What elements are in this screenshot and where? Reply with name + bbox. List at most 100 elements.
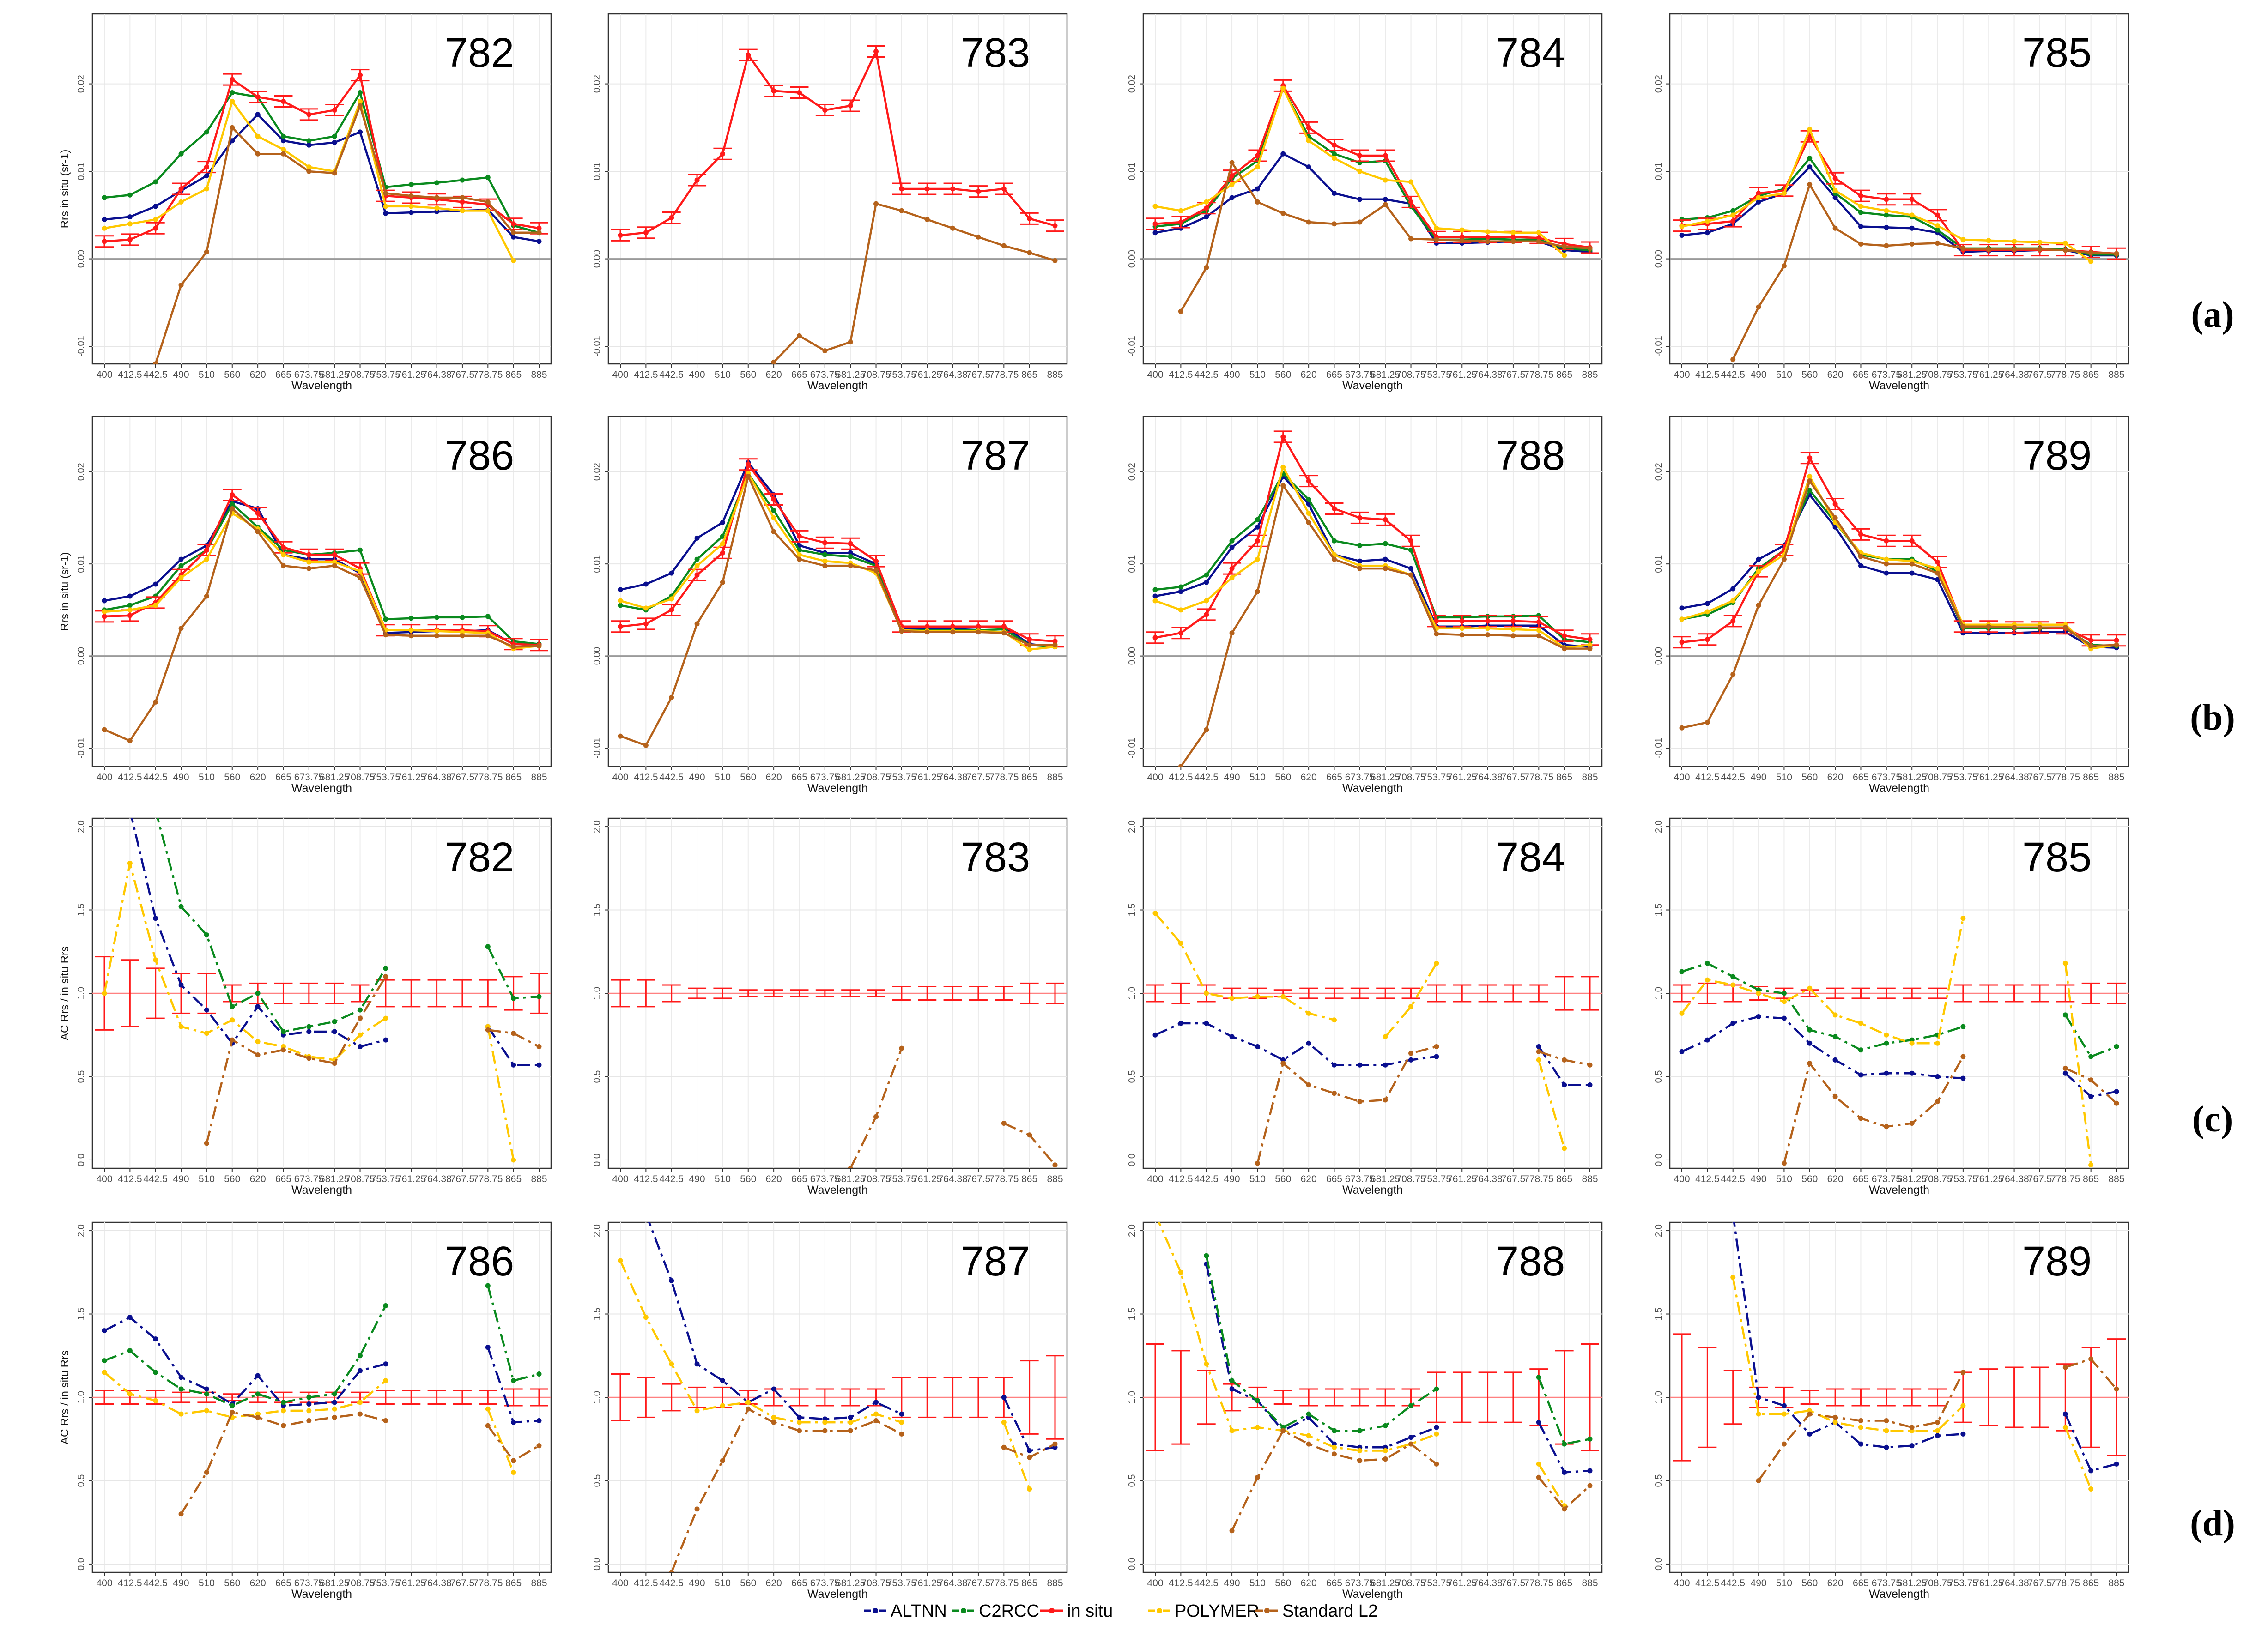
- x-tick-label: 510: [1249, 1578, 1266, 1589]
- data-point: [1587, 1468, 1593, 1474]
- series-line-polymer: [104, 512, 540, 650]
- series-line-polymer: [2064, 963, 2092, 1166]
- data-point: [230, 501, 235, 507]
- series-line-standard-l2: [620, 475, 1055, 747]
- data-point: [1408, 1051, 1414, 1056]
- x-tick-label: 767.5: [966, 369, 991, 380]
- data-point: [1536, 1044, 1541, 1050]
- data-point: [1357, 1062, 1363, 1068]
- plot-area: [611, 458, 1064, 748]
- series-line-standard-l2: [1732, 183, 2117, 360]
- y-tick-label: -0.01: [1654, 737, 1664, 759]
- data-point: [1858, 1047, 1863, 1053]
- data-point: [230, 99, 235, 104]
- data-point: [1459, 227, 1465, 233]
- data-point: [796, 556, 802, 562]
- x-tick-label: 753.75: [1948, 772, 1978, 783]
- data-point: [1255, 1425, 1260, 1430]
- data-point: [1229, 575, 1235, 580]
- data-point: [720, 520, 725, 525]
- chart-panel-782-row1: -0.01 0.00 0.01 0.02 400 412.5 442.5 490 510 560 6…: [59, 13, 552, 392]
- data-point: [408, 633, 414, 639]
- data-point: [1562, 1057, 1567, 1063]
- y-tick-label: 0.00: [1654, 250, 1664, 268]
- data-point: [1255, 524, 1260, 530]
- data-point: [485, 208, 491, 213]
- data-point: [2114, 642, 2119, 648]
- data-point: [153, 699, 158, 705]
- data-point: [408, 193, 414, 199]
- data-point: [2062, 625, 2068, 630]
- data-point: [2062, 1012, 2068, 1018]
- chart-panel-789-row4: 0.0 0.5 1.0 1.5 2.0 400 412.5 442.5 490 510 560 620…: [1654, 1221, 2129, 1601]
- data-point: [1807, 1040, 1813, 1046]
- data-point: [511, 258, 516, 263]
- x-tick-label: 620: [1827, 772, 1844, 783]
- y-tick-label: -0.01: [76, 737, 86, 759]
- data-point: [511, 996, 516, 1001]
- data-point: [1306, 510, 1311, 516]
- data-point: [511, 1420, 516, 1425]
- x-tick-label: 620: [1827, 1578, 1844, 1589]
- data-point: [1909, 561, 1915, 567]
- data-point: [1255, 1044, 1260, 1050]
- station-title: 782: [445, 30, 514, 76]
- x-tick-label: 490: [173, 1174, 189, 1184]
- series-line-in-situ: [620, 50, 1055, 236]
- data-point: [1204, 598, 1209, 604]
- x-tick-label: 673.75: [1872, 369, 1901, 380]
- x-tick-label: 665: [275, 772, 291, 783]
- series-line-c2rcc: [157, 818, 387, 1033]
- x-tick-label: 681.25: [1371, 772, 1400, 783]
- data-point: [1357, 543, 1363, 548]
- x-tick-label: 560: [224, 772, 240, 783]
- x-tick-label: 681.25: [320, 369, 349, 380]
- x-tick-label: 761.25: [912, 772, 942, 783]
- data-point: [2114, 1044, 2119, 1050]
- data-point: [1408, 547, 1414, 553]
- data-point: [1832, 1057, 1838, 1063]
- data-point: [1255, 589, 1260, 594]
- data-point: [976, 629, 981, 635]
- data-point: [924, 629, 930, 635]
- x-tick-label: 778.75: [473, 1578, 503, 1589]
- data-point: [1306, 1082, 1311, 1088]
- x-tick-label: 620: [1827, 1174, 1844, 1184]
- data-point: [1832, 225, 1838, 231]
- data-point: [1383, 197, 1388, 202]
- data-point: [2088, 250, 2094, 255]
- y-tick-label: 1.0: [76, 987, 86, 1000]
- x-tick-label: 681.25: [836, 1174, 865, 1184]
- data-point: [1756, 991, 1761, 996]
- plot-area: [1146, 1222, 1599, 1534]
- x-tick-label: 412.5: [118, 772, 142, 783]
- y-tick-label: 1.0: [76, 1391, 86, 1404]
- data-point: [204, 129, 209, 135]
- data-point: [1884, 556, 1889, 562]
- x-tick-label: 764.38: [938, 1578, 967, 1589]
- x-tick-label: 767.5: [2028, 1174, 2052, 1184]
- x-tick-label: 778.75: [989, 369, 1019, 380]
- chart-panel-785-row1: -0.01 0.00 0.01 0.02 400 412.5 442.5 490 510 560 6…: [1654, 13, 2129, 392]
- x-tick-label: 400: [96, 1174, 112, 1184]
- data-point: [1756, 195, 1761, 200]
- data-point: [1679, 616, 1685, 622]
- data-point: [1536, 239, 1541, 244]
- data-point: [746, 1400, 751, 1405]
- data-point: [720, 1403, 725, 1408]
- data-point: [1807, 1411, 1813, 1417]
- station-title: 788: [1496, 433, 1565, 479]
- data-point: [873, 1400, 879, 1405]
- data-point: [1152, 598, 1158, 604]
- data-point: [1408, 566, 1414, 571]
- x-tick-label: 560: [224, 369, 240, 380]
- data-point: [485, 1027, 491, 1033]
- data-point: [2114, 251, 2119, 256]
- x-axis-label: Wavelength: [807, 1184, 868, 1196]
- x-tick-label: 412.5: [1169, 1174, 1193, 1184]
- x-tick-label: 560: [1801, 1578, 1818, 1589]
- y-axis-label: AC Rrs / in situ Rrs: [59, 1350, 71, 1444]
- x-tick-label: 560: [1275, 1578, 1291, 1589]
- x-tick-label: 865: [1556, 1174, 1572, 1184]
- x-axis-label: Wavelength: [1342, 379, 1403, 392]
